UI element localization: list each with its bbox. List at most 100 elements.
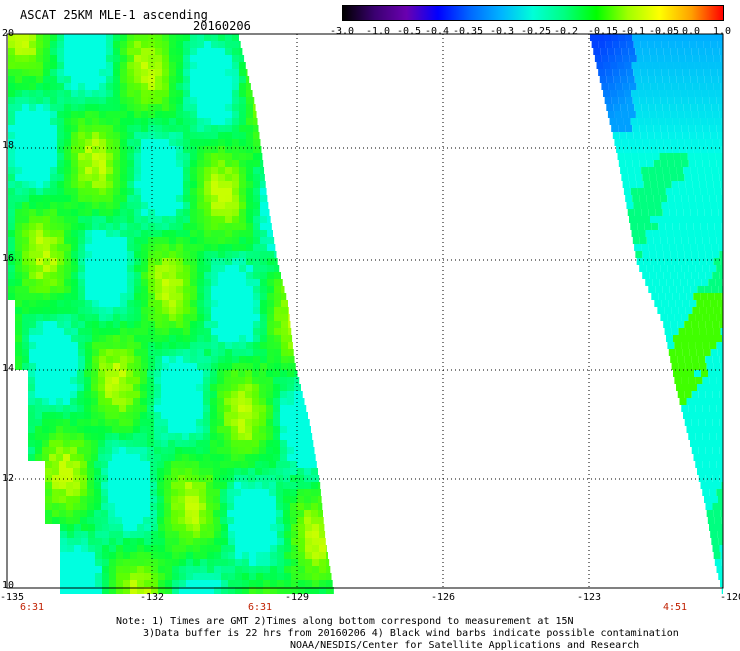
swath-cell <box>15 188 22 195</box>
swath-cell <box>186 524 193 531</box>
swath-cell <box>190 55 197 62</box>
swath-cell <box>182 447 189 454</box>
swath-cell <box>225 76 232 83</box>
swath-cell <box>127 118 134 125</box>
swath-cell <box>127 307 134 314</box>
swath-cell <box>141 188 148 195</box>
swath-cell <box>715 370 722 377</box>
swath-cell <box>673 118 680 125</box>
swath-cell <box>273 398 280 405</box>
swath-cell <box>629 216 636 223</box>
swath-cell <box>84 412 91 419</box>
swath-cell <box>133 447 140 454</box>
swath-cell <box>260 321 267 328</box>
swath-cell <box>704 244 711 251</box>
swath-cell <box>190 188 197 195</box>
swath-cell <box>246 118 253 125</box>
swath-cell <box>632 153 639 160</box>
swath-cell <box>297 482 304 489</box>
swath-cell <box>49 426 56 433</box>
swath-cell <box>246 321 253 328</box>
swath-cell <box>232 111 239 118</box>
swath-cell <box>106 167 113 174</box>
swath-cell <box>612 97 619 104</box>
swath-cell <box>224 454 231 461</box>
swath-cell <box>218 251 225 258</box>
swath-cell <box>281 300 288 307</box>
swath-cell <box>653 34 660 41</box>
swath-cell <box>232 223 239 230</box>
swath-cell <box>141 153 148 160</box>
swath-cell <box>78 307 85 314</box>
swath-cell <box>169 307 176 314</box>
swath-cell <box>234 482 241 489</box>
swath-cell <box>176 132 183 139</box>
swath-cell <box>690 440 697 447</box>
swath-cell <box>705 139 712 146</box>
swath-cell <box>231 454 238 461</box>
swath-cell <box>318 475 319 482</box>
swath-cell <box>697 132 704 139</box>
swath-cell <box>197 314 204 321</box>
swath-cell <box>679 181 686 188</box>
swath-cell <box>78 139 85 146</box>
swath-cell <box>78 342 85 349</box>
swath-cell <box>684 139 691 146</box>
swath-cell <box>136 510 143 517</box>
swath-cell <box>241 489 248 496</box>
swath-cell <box>60 559 67 566</box>
swath-cell <box>712 48 719 55</box>
swath-cell <box>106 41 113 48</box>
swath-cell <box>78 55 85 62</box>
swath-cell <box>311 468 318 475</box>
swath-cell <box>197 230 204 237</box>
swath-cell <box>155 139 162 146</box>
swath-cell <box>162 97 169 104</box>
swath-cell <box>269 489 276 496</box>
swath-cell <box>134 153 141 160</box>
swath-cell <box>99 188 106 195</box>
swath-cell <box>689 202 696 209</box>
swath-cell <box>154 440 161 447</box>
swath-cell <box>183 300 190 307</box>
swath-cell <box>36 223 43 230</box>
swath-cell <box>225 160 232 167</box>
swath-cell <box>253 321 260 328</box>
swath-cell <box>287 426 294 433</box>
swath-cell <box>186 552 193 559</box>
swath-cell <box>84 440 91 447</box>
swath-cell <box>127 69 134 76</box>
swath-cell <box>120 202 127 209</box>
swath-cell <box>652 279 659 286</box>
swath-cell <box>102 559 109 566</box>
swath-cell <box>175 412 182 419</box>
swath-cell <box>50 69 57 76</box>
swath-cell <box>36 146 43 153</box>
swath-cell <box>127 174 134 181</box>
swath-cell <box>74 580 81 587</box>
swath-cell <box>105 377 112 384</box>
swath-cell <box>637 181 644 188</box>
swath-cell <box>64 356 71 363</box>
swath-cell <box>8 293 15 300</box>
swath-cell <box>260 181 266 188</box>
swath-cell <box>259 433 266 440</box>
swath-cell <box>113 62 120 69</box>
swath-cell <box>636 83 643 90</box>
swath-cell <box>141 55 148 62</box>
swath-cell <box>42 405 49 412</box>
swath-cell <box>120 279 127 286</box>
swath-cell <box>165 566 172 573</box>
longitude-tick-label: -129 <box>285 592 309 603</box>
swath-cell <box>680 398 687 405</box>
swath-cell <box>64 153 71 160</box>
swath-cell <box>50 209 57 216</box>
swath-cell <box>162 279 169 286</box>
swath-cell <box>144 573 151 580</box>
swath-cell <box>64 97 71 104</box>
swath-cell <box>206 496 213 503</box>
swath-cell <box>101 468 108 475</box>
swath-cell <box>235 566 242 573</box>
swath-cell <box>158 566 165 573</box>
swath-cell <box>165 531 172 538</box>
